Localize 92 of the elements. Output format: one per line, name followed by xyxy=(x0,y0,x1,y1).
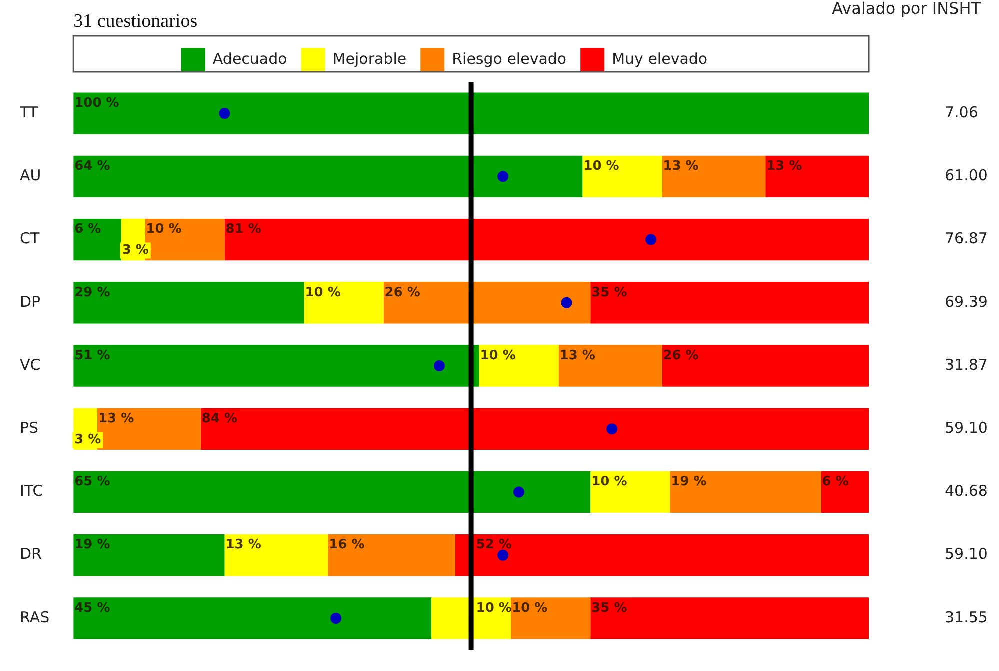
text: 59.10 xyxy=(945,545,988,564)
data-label: 10 % xyxy=(512,600,548,616)
data-label: 10 % xyxy=(146,222,182,238)
data-label: 6 % xyxy=(822,474,849,490)
data-label: 16 % xyxy=(329,538,365,553)
point xyxy=(561,297,572,308)
legend-label: Riesgo elevado xyxy=(452,50,567,68)
text: 61.00 xyxy=(945,166,988,185)
point xyxy=(646,234,657,246)
point xyxy=(606,424,618,435)
data-label: 45 % xyxy=(74,600,110,616)
data-label: 3 % xyxy=(74,432,102,448)
point xyxy=(498,550,509,561)
bar xyxy=(74,471,591,514)
bar xyxy=(582,156,662,198)
legend-label: Adecuado xyxy=(212,50,288,68)
legend-label: Mejorable xyxy=(332,50,407,68)
bar xyxy=(662,345,869,387)
bar xyxy=(821,471,869,514)
point xyxy=(219,108,230,120)
data-label: 13 % xyxy=(766,159,802,174)
text: 31.87 xyxy=(945,356,988,374)
point xyxy=(498,171,509,182)
data-label: 26 % xyxy=(663,348,699,364)
bar xyxy=(74,598,432,640)
data-label: 26 % xyxy=(384,285,420,300)
data-label: 64 % xyxy=(74,159,110,174)
bar xyxy=(455,534,869,576)
bar xyxy=(74,534,225,576)
bar xyxy=(74,92,869,134)
bar xyxy=(74,218,122,261)
y-tick-label: AU xyxy=(20,166,42,185)
data-label: 84 % xyxy=(202,411,238,426)
data-label: 19 % xyxy=(74,538,110,553)
data-label: 10 % xyxy=(480,348,516,364)
data-label: 3 % xyxy=(122,243,149,258)
text: 40.68 xyxy=(945,482,988,500)
data-label: 10 % xyxy=(476,600,512,616)
text: 59.10 xyxy=(945,419,988,437)
data-label: 13 % xyxy=(663,159,699,174)
bar xyxy=(74,282,304,324)
data-label: 10 % xyxy=(584,159,620,174)
data-label: 19 % xyxy=(671,474,707,490)
bar xyxy=(328,534,456,576)
data-label: 100 % xyxy=(74,96,120,111)
data-label: 10 % xyxy=(592,474,628,490)
data-label: 81 % xyxy=(226,222,262,238)
text: 76.87 xyxy=(945,230,988,248)
bar xyxy=(74,156,583,198)
data-label: 6 % xyxy=(74,222,102,238)
bar xyxy=(662,156,766,198)
bar xyxy=(224,218,869,261)
bar xyxy=(224,534,328,576)
bar xyxy=(590,282,869,324)
text: 31.55 xyxy=(945,608,988,626)
y-tick-label: TT xyxy=(19,103,39,122)
text: 7.06 xyxy=(945,103,978,122)
data-label: 65 % xyxy=(74,474,110,490)
bar xyxy=(558,345,662,387)
data-label: 52 % xyxy=(476,538,512,553)
y-tick-label: PS xyxy=(20,419,39,437)
bar xyxy=(200,408,869,450)
data-label: 13 % xyxy=(98,411,134,426)
bar xyxy=(670,471,822,514)
data-label: 35 % xyxy=(592,285,628,300)
bar xyxy=(590,598,869,640)
point xyxy=(434,360,445,372)
point xyxy=(330,612,342,624)
data-label: 13 % xyxy=(560,348,596,364)
bar xyxy=(479,345,559,387)
bar xyxy=(766,156,869,198)
data-label: 29 % xyxy=(74,285,110,300)
data-label: 13 % xyxy=(226,538,262,553)
legend-label: Muy elevado xyxy=(612,50,708,68)
y-tick-label: CT xyxy=(20,230,40,248)
y-tick-label: RAS xyxy=(20,608,50,626)
y-tick-label: DR xyxy=(20,545,42,564)
bar xyxy=(384,282,591,324)
text: Avalado por INSHT xyxy=(832,0,982,18)
point xyxy=(514,486,525,498)
bar xyxy=(304,282,384,324)
data-label: 10 % xyxy=(305,285,341,300)
data-label: 35 % xyxy=(592,600,628,616)
bar xyxy=(74,345,480,387)
bar xyxy=(511,598,591,640)
chart-title: 31 cuestionarios xyxy=(74,10,198,32)
text: 69.39 xyxy=(945,292,988,311)
bar xyxy=(590,471,670,514)
y-tick-label: DP xyxy=(20,292,41,311)
y-tick-label: VC xyxy=(20,356,41,374)
data-label: 51 % xyxy=(74,348,110,364)
y-tick-label: ITC xyxy=(20,482,44,500)
